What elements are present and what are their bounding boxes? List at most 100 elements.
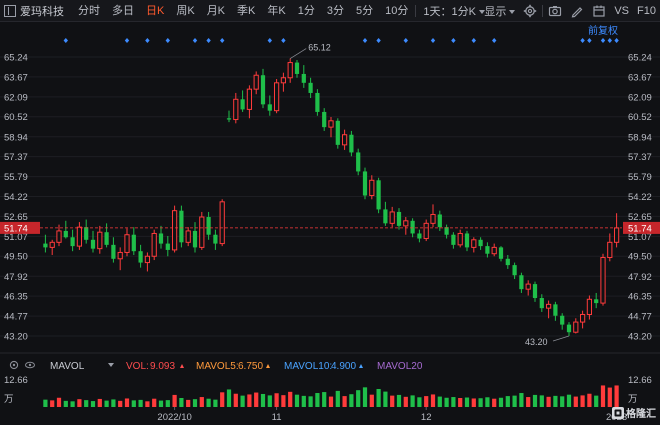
volume-bar [451, 397, 456, 407]
volume-bar [471, 398, 476, 407]
candle-body [117, 251, 123, 260]
volume-bar [349, 394, 354, 407]
event-marker[interactable] [165, 38, 170, 43]
settings-gear-icon[interactable] [523, 4, 537, 18]
candle-body [560, 315, 565, 325]
kline-chart-svg[interactable]: 65.24 65.24 63.67 63.67 62.09 62.09 60.52 60.52… [0, 22, 660, 425]
event-marker[interactable] [267, 38, 272, 43]
y-tick-label: 57.37 [4, 152, 28, 163]
period-select[interactable]: 1天：1分K [417, 3, 491, 19]
event-marker[interactable] [63, 38, 68, 43]
candle [389, 206, 395, 228]
period-tab[interactable]: 年K [267, 4, 286, 17]
display-menu[interactable]: 显示 [480, 3, 519, 19]
candle [213, 229, 218, 250]
chevron-down-icon[interactable] [108, 363, 114, 367]
period-tab[interactable]: 分时 [78, 4, 100, 17]
event-marker[interactable] [492, 38, 497, 43]
period-tab[interactable]: 10分 [385, 4, 409, 17]
volume-bar [539, 395, 544, 407]
event-marker[interactable] [403, 38, 408, 43]
sidebar-toggle-icon[interactable] [4, 4, 16, 17]
volume-bar [376, 388, 381, 407]
event-marker[interactable] [145, 38, 150, 43]
vs-button[interactable]: VS [614, 5, 630, 17]
candle [233, 92, 239, 124]
candle-body [349, 134, 354, 153]
candle-body [76, 226, 83, 247]
volume-bar [403, 396, 408, 407]
indicator-name[interactable]: MAVOL [50, 361, 85, 372]
event-marker[interactable] [362, 38, 368, 43]
candle [464, 230, 470, 252]
calendar-icon[interactable] [592, 4, 606, 18]
period-tab[interactable]: 1分 [297, 4, 315, 17]
event-marker[interactable] [587, 38, 592, 43]
volume-bar [553, 395, 558, 407]
volume-bar [233, 393, 238, 407]
camera-icon[interactable] [548, 4, 562, 18]
candle [199, 211, 205, 250]
period-tab[interactable]: 日K [146, 4, 165, 17]
f10-button[interactable]: F10 [637, 5, 656, 17]
period-tab[interactable]: 月K [206, 4, 226, 17]
candle-body [49, 241, 55, 248]
candle-body [573, 321, 579, 333]
candle-body [213, 234, 218, 244]
event-marker[interactable] [124, 38, 130, 43]
eye-icon[interactable] [25, 361, 35, 369]
volume-bar [512, 395, 517, 407]
event-marker[interactable] [376, 38, 381, 43]
period-tab[interactable]: 5分 [355, 4, 374, 17]
event-marker[interactable] [206, 38, 211, 43]
display-label: 显示 [484, 6, 507, 18]
candle [471, 237, 477, 253]
candle-body [144, 255, 151, 264]
period-tab[interactable]: 周K [176, 4, 195, 17]
volume-bar [594, 395, 599, 407]
y-tick-label: 46.35 [4, 292, 28, 303]
max-price-label: 65.12 [308, 43, 331, 53]
event-marker[interactable] [430, 38, 436, 43]
volume-bar [519, 393, 524, 407]
volume-bar [335, 390, 340, 407]
candle-body [165, 243, 170, 250]
volume-bar [90, 401, 96, 407]
candle-body [199, 216, 205, 248]
event-marker[interactable] [451, 38, 456, 43]
period-tab[interactable]: 多日 [112, 4, 134, 17]
candle-body [240, 99, 245, 110]
volume-bar [600, 385, 606, 407]
period-tab[interactable]: 季K [237, 4, 256, 17]
adjust-mode-label[interactable]: 前复权 [588, 24, 618, 37]
candle [322, 108, 327, 131]
mavol10-value: 4.900 [331, 361, 356, 372]
event-marker[interactable] [607, 38, 612, 43]
period-tab[interactable]: 3分 [326, 4, 344, 17]
event-marker[interactable] [220, 38, 225, 43]
volume-bar [70, 401, 75, 407]
event-marker[interactable] [192, 38, 198, 43]
event-marker[interactable] [614, 38, 619, 43]
volume-bar [369, 394, 374, 407]
volume-bar [362, 387, 368, 407]
candle-body [417, 233, 422, 239]
volume-bar [240, 395, 245, 407]
candle [280, 72, 287, 92]
draw-pen-icon[interactable] [570, 4, 584, 18]
event-marker[interactable] [600, 38, 606, 43]
gear-icon[interactable] [9, 360, 19, 370]
candle-body [613, 227, 620, 243]
event-marker[interactable] [281, 38, 286, 43]
event-marker[interactable] [580, 38, 585, 43]
candle-body [308, 82, 313, 93]
y-tick-label: 62.09 [628, 92, 652, 103]
volume-bar [226, 389, 232, 407]
candle-body [600, 257, 606, 304]
kline-chart[interactable]: 65.24 65.24 63.67 63.67 62.09 62.09 60.52 60.52… [0, 22, 660, 425]
volume-bar [417, 397, 422, 407]
candle [246, 85, 253, 119]
event-marker[interactable] [471, 38, 476, 43]
candle [219, 199, 225, 247]
candle-body [464, 233, 470, 248]
